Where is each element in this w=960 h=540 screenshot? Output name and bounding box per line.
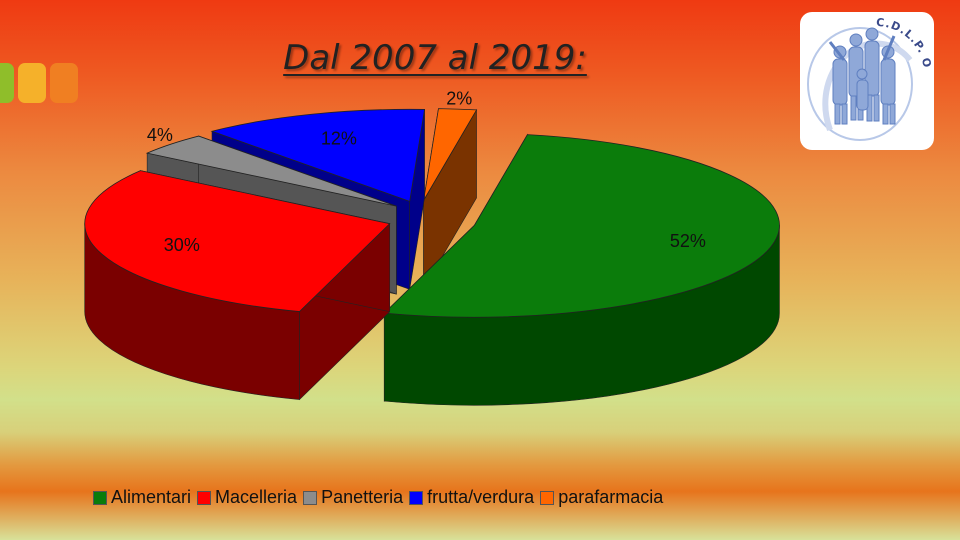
legend-swatch	[303, 490, 318, 505]
legend-swatch	[540, 490, 555, 505]
legend-label: Alimentari	[111, 487, 192, 507]
group-of-people-logo-icon: C.D.L.P. ODV	[795, 2, 933, 141]
data-label-macelleria: 30%	[164, 235, 200, 255]
legend-swatch	[197, 490, 212, 505]
slice-top-face	[84, 170, 391, 312]
legend-swatch	[409, 490, 424, 505]
decorative-squares	[0, 63, 78, 103]
pie-slice-alimentari	[383, 133, 780, 406]
orange-square	[50, 63, 78, 103]
pie-slice-macelleria	[84, 170, 391, 401]
pie-slice-parafarmacia	[423, 108, 478, 290]
slide-title: Dal 2007 al 2019:	[283, 38, 587, 78]
legend-item-alimentari: Alimentari	[93, 487, 191, 508]
chart-legend: Alimentari Macelleria Panetteria frutta/ver…	[93, 487, 663, 508]
legend-item-frutta-verdura: frutta/verdura	[409, 487, 534, 508]
legend-item-macelleria: Macelleria	[197, 487, 297, 508]
yellow-square	[18, 63, 46, 103]
legend-label: Macelleria	[215, 487, 298, 507]
slice-top-face	[145, 135, 397, 207]
data-label-frutta-verdura: 12%	[321, 129, 357, 149]
legend-item-parafarmacia: parafarmacia	[540, 487, 663, 508]
slice-top-face	[210, 108, 426, 202]
slice-top-face	[423, 108, 478, 201]
legend-swatch	[93, 490, 107, 505]
legend-label: frutta/verdura	[427, 487, 535, 507]
legend-item-panetteria: Panetteria	[303, 487, 403, 508]
green-square	[0, 63, 14, 103]
data-label-parafarmacia: 2%	[446, 89, 472, 109]
data-label-panetteria: 4%	[147, 125, 173, 145]
legend-label: Panetteria	[321, 487, 404, 507]
data-label-alimentari: 52%	[670, 231, 706, 251]
organization-logo: C.D.L.P. ODV	[795, 2, 934, 150]
legend-label: parafarmacia	[558, 487, 664, 507]
slice-top-face	[383, 134, 780, 318]
